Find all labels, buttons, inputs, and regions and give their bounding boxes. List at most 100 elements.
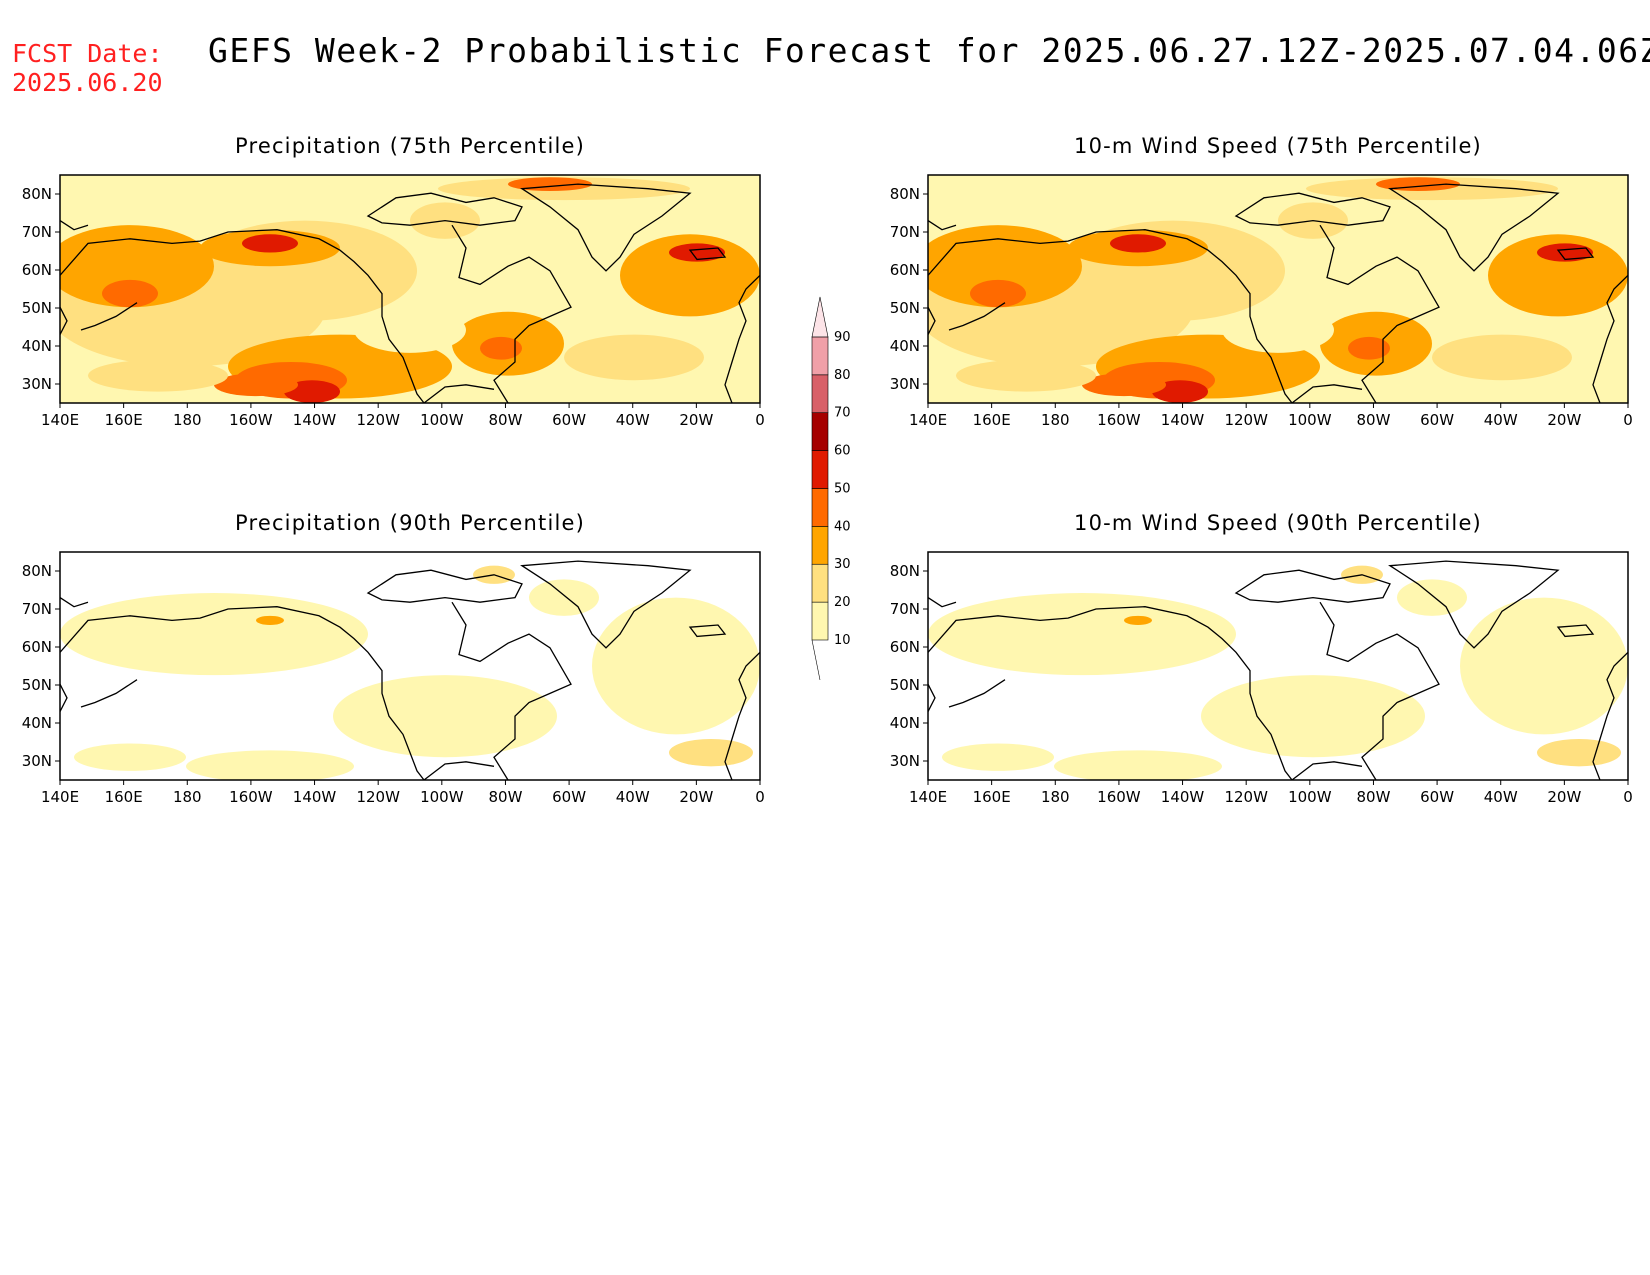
lon-tick-label: 120W [356, 411, 400, 429]
probability-field [60, 552, 760, 780]
coastline [1592, 274, 1628, 403]
probability-field [928, 552, 1628, 780]
lon-tick-label: 160W [1097, 411, 1141, 429]
contour-region [564, 334, 704, 381]
coastline [1388, 560, 1560, 649]
contour-region [333, 675, 557, 758]
colorbar-segment [811, 450, 829, 489]
contour-region [480, 336, 522, 360]
coastline [60, 597, 89, 608]
lon-tick-label: 160W [229, 788, 273, 806]
colorbar-tick-label: 70 [834, 406, 851, 421]
colorbar-bottom-arrow [811, 639, 821, 681]
lat-tick-label: 40N [890, 337, 920, 355]
coastline [948, 679, 1006, 708]
probability-field [60, 175, 760, 403]
map-panel: Precipitation (90th Percentile) 140E 160E 1… [22, 511, 765, 806]
coastline [451, 601, 572, 780]
lon-tick-label: 140W [1161, 411, 1205, 429]
contour-region [529, 579, 599, 616]
coastline [1319, 601, 1440, 780]
colorbar-top-arrow [811, 296, 829, 338]
map-panel: 10-m Wind Speed (90th Percentile) 140E 160… [890, 511, 1633, 806]
colorbar-segment [811, 526, 829, 565]
contour-region [102, 279, 158, 308]
lat-tick-label: 80N [22, 185, 52, 203]
map-frame [59, 551, 761, 781]
coastline [451, 224, 572, 403]
colorbar-segment [811, 374, 829, 414]
lat-tick-label: 60N [890, 638, 920, 656]
contour-region [970, 279, 1026, 308]
lon-tick-label: 120W [1224, 788, 1268, 806]
coastline [724, 651, 760, 780]
coastline [366, 192, 523, 226]
lon-tick-label: 140E [41, 788, 79, 806]
lon-tick-label: 0 [1623, 788, 1633, 806]
lon-tick-label: 140E [41, 411, 79, 429]
lat-tick-label: 30N [22, 752, 52, 770]
lat-tick-label: 40N [22, 714, 52, 732]
lon-tick-label: 0 [755, 411, 765, 429]
lat-tick-label: 30N [890, 752, 920, 770]
contour-region [1460, 597, 1628, 735]
lon-tick-label: 180 [1041, 411, 1070, 429]
lon-tick-label: 40W [616, 411, 650, 429]
contour-region [1432, 334, 1572, 381]
coastline [60, 220, 89, 231]
colorbar-tick-label: 10 [834, 633, 851, 648]
lon-tick-label: 140W [293, 788, 337, 806]
colorbar-segment [811, 601, 829, 641]
contour-region [1537, 738, 1621, 767]
coastline [724, 274, 760, 403]
lat-tick-label: 80N [22, 562, 52, 580]
coastline [928, 220, 957, 231]
coastline [1234, 192, 1391, 226]
lat-tick-label: 80N [890, 185, 920, 203]
lon-tick-label: 0 [755, 788, 765, 806]
lon-tick-label: 100W [420, 788, 464, 806]
map-frame [927, 551, 1629, 781]
coastline [928, 606, 1293, 780]
lon-tick-label: 60W [1420, 788, 1454, 806]
panel-title: 10-m Wind Speed (75th Percentile) [1074, 134, 1482, 158]
lon-tick-label: 80W [1356, 411, 1390, 429]
lon-tick-label: 100W [1288, 788, 1332, 806]
lat-tick-label: 60N [22, 638, 52, 656]
lon-tick-label: 160E [105, 411, 143, 429]
lon-tick-label: 160E [973, 411, 1011, 429]
lat-tick-label: 30N [890, 375, 920, 393]
colorbar-tick-label: 50 [834, 481, 851, 496]
lon-tick-label: 80W [1356, 788, 1390, 806]
colorbar: 10 20 30 40 50 60 70 80 90 [811, 296, 851, 681]
coastline [928, 229, 1293, 403]
map-panels: Precipitation (75th Percentile)140E 160E 1… [22, 134, 1633, 806]
colorbar-tick-label: 90 [834, 330, 851, 345]
lon-tick-label: 60W [552, 411, 586, 429]
lon-tick-label: 140W [1161, 788, 1205, 806]
coastline [80, 302, 138, 331]
coastline [366, 569, 523, 603]
panel-title: Precipitation (75th Percentile) [235, 134, 585, 158]
contour-region [242, 234, 298, 253]
coastline [1556, 247, 1595, 261]
map-panel: Precipitation (75th Percentile) 140E 160E 1… [22, 134, 765, 429]
fcst-date-value: 2025.06.20 [12, 68, 163, 97]
fcst-date-label: FCST Date: [12, 39, 163, 68]
lon-tick-label: 180 [173, 788, 202, 806]
colorbar-tick-label: 20 [834, 595, 851, 610]
lon-tick-label: 20W [679, 788, 713, 806]
lat-tick-label: 50N [890, 299, 920, 317]
lat-tick-label: 70N [890, 600, 920, 618]
lon-tick-label: 40W [1484, 411, 1518, 429]
lon-tick-label: 20W [1547, 411, 1581, 429]
lon-tick-label: 160E [105, 788, 143, 806]
contour-region [60, 225, 214, 308]
lat-tick-label: 50N [22, 676, 52, 694]
contour-region [928, 593, 1236, 676]
contour-region [354, 307, 466, 353]
map-panel: 10-m Wind Speed (75th Percentile) 140E 160… [890, 134, 1633, 429]
lon-tick-label: 140W [293, 411, 337, 429]
colorbar-segment [811, 412, 829, 451]
